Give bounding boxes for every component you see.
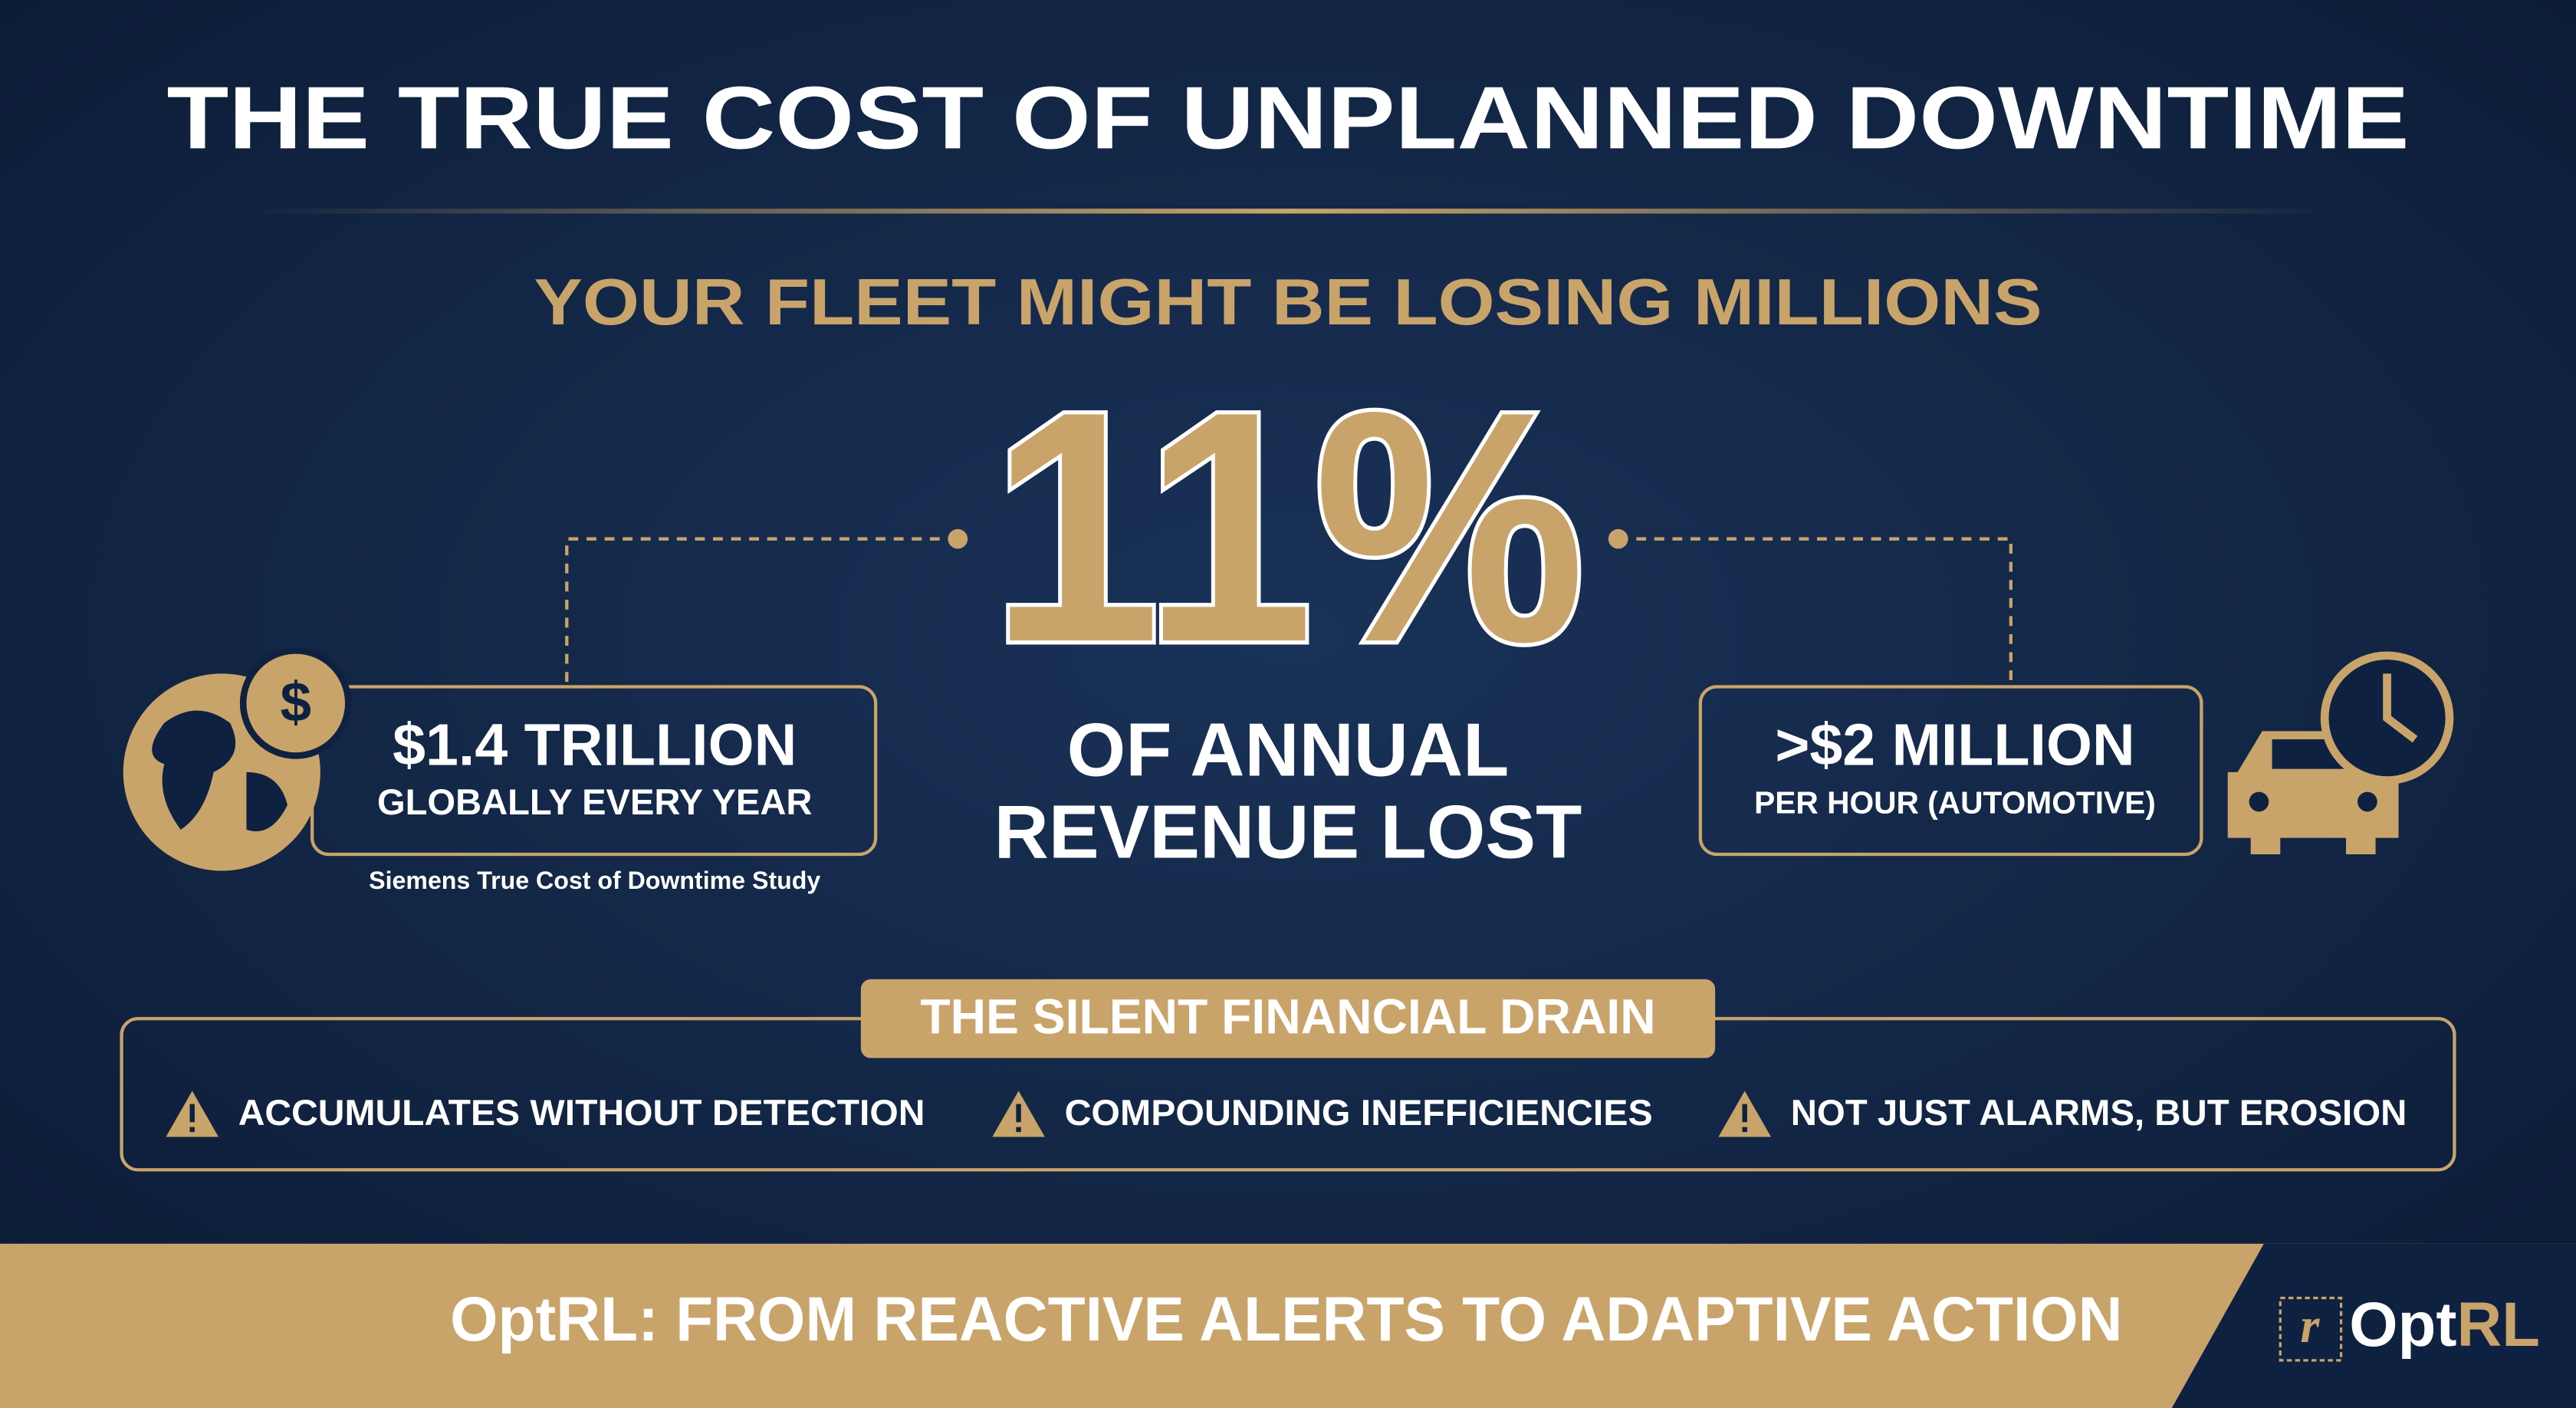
hero-stat: 11% (991, 343, 1585, 710)
drain-title-pill (860, 979, 1716, 1058)
hero-caption: OF ANNUAL (1067, 708, 1510, 792)
logo: OptRL (2349, 1290, 2540, 1360)
title: THE TRUE COST OF UNPLANNED DOWNTIME (166, 67, 2409, 167)
stat-source: Siemens True Cost of Downtime Study (369, 867, 820, 894)
logo-mark: r (2300, 1298, 2320, 1353)
connectors (565, 537, 2013, 687)
divider (246, 209, 2333, 214)
logo-part: Opt (2349, 1290, 2456, 1360)
stat-label: PER HOUR (AUTOMOTIVE) (1754, 785, 2156, 821)
hero-caption: REVENUE LOST (994, 790, 1582, 874)
footer-band (0, 1243, 2576, 1408)
stat-value: >$2 MILLION (1775, 712, 2134, 778)
connector-dot (948, 528, 968, 549)
connector-dot (1608, 528, 1628, 549)
logo-frame (2279, 1296, 2343, 1362)
drain-item: ACCUMULATES WITHOUT DETECTION (238, 1092, 925, 1133)
footer-logo-panel (2171, 1243, 2576, 1408)
logo-part: RL (2456, 1290, 2540, 1360)
footer-tagline: OptRL: FROM REACTIVE ALERTS TO ADAPTIVE … (450, 1285, 2122, 1354)
stat-box (1698, 685, 2203, 857)
icon-symbol: $ (280, 671, 311, 733)
drain-title: THE SILENT FINANCIAL DRAIN (920, 989, 1655, 1044)
drain-item: COMPOUNDING INEFFICIENCIES (1065, 1092, 1653, 1133)
car-clock-icon (2227, 651, 2454, 855)
stat-value: $1.4 TRILLION (393, 712, 797, 778)
stat-label: GLOBALLY EVERY YEAR (377, 781, 812, 822)
warning-marks (189, 1104, 1747, 1133)
subtitle: YOUR FLEET MIGHT BE LOSING MILLIONS (534, 265, 2042, 339)
drain-item: NOT JUST ALARMS, BUT EROSION (1791, 1092, 2407, 1133)
globe-icon: $ (123, 647, 352, 871)
